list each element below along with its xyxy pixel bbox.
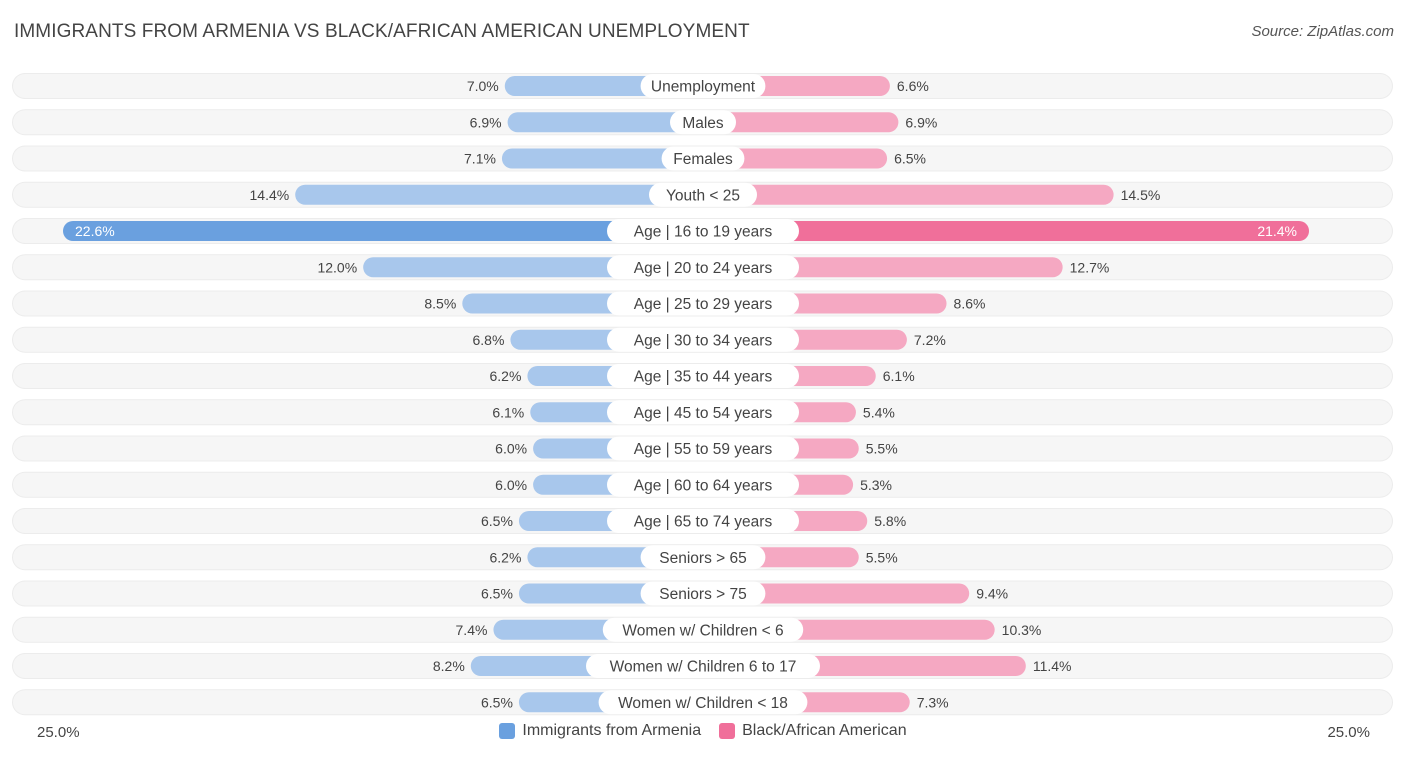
category-label: Females [673, 151, 733, 168]
category-label-pill [649, 182, 757, 207]
chart-title: IMMIGRANTS FROM ARMENIA VS BLACK/AFRICAN… [14, 21, 750, 42]
value-label-black-african-american: 5.5% [866, 441, 898, 457]
value-label-black-african-american: 5.8% [874, 513, 906, 529]
value-label-armenia: 6.5% [481, 586, 513, 602]
axis-max-label: 25.0% [1327, 724, 1370, 741]
value-label-armenia: 6.9% [470, 114, 502, 130]
category-label: Age | 65 to 74 years [634, 514, 773, 531]
value-label-black-african-american: 6.1% [883, 368, 915, 384]
value-label-black-african-american: 6.6% [897, 78, 929, 94]
category-label: Youth < 25 [666, 187, 740, 204]
value-label-black-african-american: 6.9% [905, 114, 937, 130]
value-label-armenia: 8.5% [424, 296, 456, 312]
bar-black-african-american [693, 221, 1310, 241]
value-label-armenia: 6.1% [492, 404, 524, 420]
category-label-pill [640, 581, 766, 606]
value-label-armenia: 12.0% [317, 259, 357, 275]
category-label: Age | 16 to 19 years [634, 224, 773, 241]
category-label-pill [607, 436, 799, 461]
category-label: Seniors > 75 [659, 586, 746, 603]
category-label-pill [607, 255, 799, 280]
category-label: Age | 45 to 54 years [634, 405, 773, 422]
category-label: Women w/ Children < 6 [622, 622, 783, 639]
category-label: Women w/ Children 6 to 17 [610, 659, 797, 676]
value-label-black-african-american: 21.4% [1257, 223, 1297, 239]
value-label-armenia: 7.1% [464, 151, 496, 167]
value-label-armenia: 6.5% [481, 694, 513, 710]
value-label-black-african-american: 14.5% [1121, 187, 1161, 203]
category-label-pill [607, 509, 799, 533]
category-label: Age | 35 to 44 years [634, 369, 773, 386]
legend-label-armenia: Immigrants from Armenia [522, 722, 702, 739]
value-label-black-african-american: 9.4% [976, 586, 1008, 602]
category-label-pill [607, 291, 799, 316]
legend: Immigrants from Armenia Black/African Am… [0, 722, 1406, 740]
value-label-armenia: 6.2% [490, 368, 522, 384]
legend-label-black-african-american: Black/African American [742, 722, 907, 739]
category-label: Seniors > 65 [659, 550, 746, 567]
bar-armenia [63, 221, 713, 241]
value-label-armenia: 6.8% [473, 332, 505, 348]
category-label: Unemployment [651, 79, 756, 96]
value-label-armenia: 6.0% [495, 441, 527, 457]
category-label-pill [670, 110, 736, 135]
category-label: Males [682, 115, 724, 132]
legend-swatch-armenia [499, 723, 516, 739]
legend-item-armenia: Immigrants from Armenia [499, 722, 701, 740]
category-label-pill [598, 690, 808, 715]
value-label-armenia: 8.2% [433, 658, 465, 674]
category-label-pill [607, 327, 799, 352]
bar-black-african-american [693, 112, 899, 133]
value-label-armenia: 7.4% [456, 622, 488, 638]
value-label-black-african-american: 7.3% [917, 694, 949, 710]
legend-item-black-african-american: Black/African American [719, 722, 907, 740]
category-label: Age | 60 to 64 years [634, 477, 773, 494]
category-label-pill [607, 219, 799, 243]
value-label-armenia: 14.4% [250, 187, 290, 203]
value-label-armenia: 6.0% [495, 477, 527, 493]
bar-armenia [295, 184, 713, 205]
value-label-black-african-american: 5.5% [866, 549, 898, 565]
value-label-black-african-american: 11.4% [1033, 658, 1072, 674]
value-label-black-african-american: 5.4% [863, 404, 895, 420]
category-label-pill [602, 617, 804, 642]
value-label-armenia: 7.0% [467, 78, 499, 94]
axis-min-label: 25.0% [37, 724, 80, 741]
category-label: Age | 30 to 34 years [634, 332, 773, 349]
bar-black-african-american [693, 184, 1114, 205]
legend-swatch-black-african-american [719, 723, 736, 739]
value-label-black-african-american: 10.3% [1002, 622, 1042, 638]
category-label-pill [640, 545, 766, 570]
category-label-pill [607, 472, 799, 497]
bar-armenia [507, 112, 713, 133]
category-label-pill [607, 364, 799, 388]
value-label-black-african-american: 12.7% [1070, 259, 1110, 275]
value-label-black-african-american: 7.2% [914, 332, 946, 348]
value-label-armenia: 6.5% [481, 513, 513, 529]
category-label: Age | 55 to 59 years [634, 441, 773, 458]
category-label-pill [586, 654, 820, 678]
value-label-armenia: 6.2% [490, 549, 522, 565]
category-label-pill [607, 400, 799, 425]
value-label-black-african-american: 5.3% [860, 477, 892, 493]
category-label: Women w/ Children < 18 [618, 695, 788, 712]
value-label-black-african-american: 8.6% [954, 296, 986, 312]
category-label-pill [661, 146, 745, 171]
category-label: Age | 25 to 29 years [634, 296, 773, 313]
bar-armenia [501, 148, 713, 169]
category-label-pill [640, 74, 766, 98]
category-label: Age | 20 to 24 years [634, 260, 773, 277]
source-credit: Source: ZipAtlas.com [1251, 23, 1394, 40]
value-label-armenia: 22.6% [75, 223, 115, 239]
value-label-black-african-american: 6.5% [894, 151, 926, 167]
